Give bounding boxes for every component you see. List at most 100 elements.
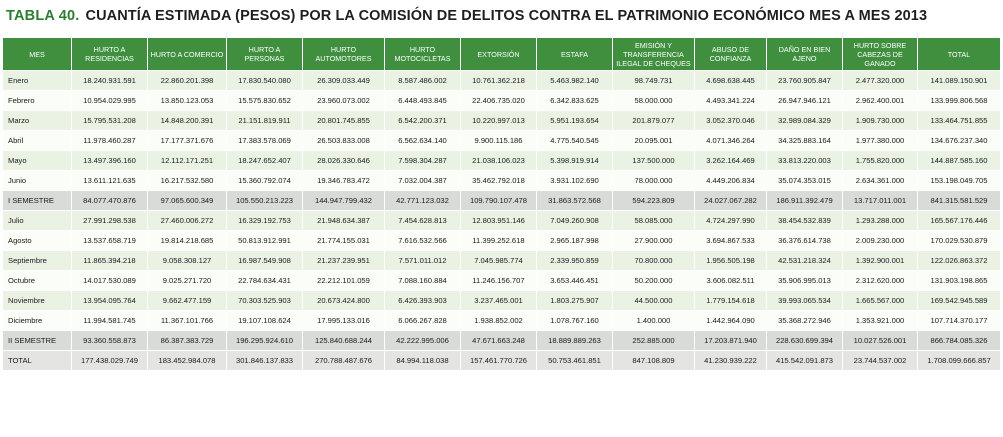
table-cell: 186.911.392.479 [766,190,843,211]
row-label: Agosto [2,230,72,251]
table-cell: 6.542.200.371 [384,110,461,131]
table-cell: 18.247.652.407 [226,150,303,171]
table-cell: 78.000.000 [612,170,695,191]
table-cell: 183.452.984.078 [147,350,227,371]
table-row: Agosto 13.537.658.719 19.814.218.685 50.813… [2,230,1001,251]
table-cell: 4.071.346.264 [694,130,767,151]
table-cell: 50.813.912.991 [226,230,303,251]
table-cell: 3.653.446.451 [536,270,613,291]
table-cell: 15.575.830.652 [226,90,303,111]
table-cell: 7.454.628.813 [384,210,461,231]
table-cell: 133.999.806.568 [917,90,1001,111]
row-label: Julio [2,210,72,231]
table-cell: 35.368.272.946 [766,310,843,331]
table-cell: 1.353.921.000 [842,310,918,331]
table-cell: 153.198.049.705 [917,170,1001,191]
table-cell: 9.900.115.186 [460,130,537,151]
table-cell: 44.500.000 [612,290,695,311]
table-cell: 22.860.201.398 [147,70,227,91]
header-cheques: EMISIÓN Y TRANSFERENCIA ILEGAL DE CHEQUE… [612,37,695,71]
table-cell: 7.616.532.566 [384,230,461,251]
header-dano-bien-ajeno: DAÑO EN BIEN AJENO [766,37,843,71]
table-row: Enero 18.240.931.591 22.860.201.398 17.830.… [2,70,1001,91]
table-cell: 32.989.084.329 [766,110,843,131]
table-cell: 58.000.000 [612,90,695,111]
table-cell: 50.200.000 [612,270,695,291]
table-cell: 13.537.658.719 [71,230,148,251]
table-cell: 4.775.540.545 [536,130,613,151]
table-cell: 2.965.187.998 [536,230,613,251]
table-cell: 11.994.581.745 [71,310,148,331]
table-cell: 1.803.275.907 [536,290,613,311]
row-label: I SEMESTRE [2,190,72,211]
table-cell: 12.803.951.146 [460,210,537,231]
table-cell: 7.049.260.908 [536,210,613,231]
table-cell: 35.074.353.015 [766,170,843,191]
row-label: Noviembre [2,290,72,311]
table-cell: 21.774.155.031 [302,230,385,251]
table-cell: 5.463.982.140 [536,70,613,91]
table-number: TABLA 40. [6,8,80,24]
row-label: Febrero [2,90,72,111]
table-cell: 9.025.271.720 [147,270,227,291]
table-title: TABLA 40. CUANTÍA ESTIMADA (PESOS) POR LA… [6,4,927,28]
header-estafa: ESTAFA [536,37,613,71]
table-cell: 35.462.792.018 [460,170,537,191]
table-cell: 3.931.102.690 [536,170,613,191]
table-cell: 141.089.150.901 [917,70,1001,91]
table-cell: 39.993.065.534 [766,290,843,311]
table-cell: 36.376.614.738 [766,230,843,251]
table-cell: 13.611.121.635 [71,170,148,191]
table-cell: 270.788.487.676 [302,350,385,371]
table-cell: 177.438.029.749 [71,350,148,371]
table-cell: 50.753.461.851 [536,350,613,371]
table-cell: 33.813.220.003 [766,150,843,171]
table-cell: 301.846.137.833 [226,350,303,371]
table-cell: 1.400.000 [612,310,695,331]
table-cell: 2.339.950.859 [536,250,613,271]
table-cell: 42.771.123.032 [384,190,461,211]
table-cell: 157.461.770.726 [460,350,537,371]
table-cell: 2.009.230.000 [842,230,918,251]
table-cell: 866.784.085.326 [917,330,1001,351]
table-cell: 125.840.688.244 [302,330,385,351]
table-cell: 93.360.558.873 [71,330,148,351]
table-cell: 252.885.000 [612,330,695,351]
subtotal-row: II SEMESTRE 93.360.558.873 86.387.383.729 1… [2,330,1001,351]
table-cell: 21.948.634.387 [302,210,385,231]
table-cell: 70.303.525.903 [226,290,303,311]
table-cell: 23.744.537.002 [842,350,918,371]
table-cell: 1.977.380.000 [842,130,918,151]
table-cell: 847.108.809 [612,350,695,371]
table-cell: 15.795.531.208 [71,110,148,131]
table-cell: 10.954.029.995 [71,90,148,111]
table-cell: 6.448.493.845 [384,90,461,111]
table-cell: 16.217.532.580 [147,170,227,191]
table-cell: 14.848.200.391 [147,110,227,131]
table-row: Diciembre 11.994.581.745 11.367.101.766 19.… [2,310,1001,331]
row-label: Septiembre [2,250,72,271]
subtotal-row: I SEMESTRE 84.077.470.876 97.065.600.349 10… [2,190,1001,211]
table-cell: 17.995.133.016 [302,310,385,331]
table-body: Enero 18.240.931.591 22.860.201.398 17.830.… [2,70,1001,371]
table-cell: 1.708.099.666.857 [917,350,1001,371]
table-cell: 13.497.396.160 [71,150,148,171]
table-cell: 10.220.997.013 [460,110,537,131]
table-cell: 19.814.218.685 [147,230,227,251]
table-cell: 2.312.620.000 [842,270,918,291]
table-row: Junio 13.611.121.635 16.217.532.580 15.360.… [2,170,1001,191]
table-row: Noviembre 13.954.095.764 9.662.477.159 70.3… [2,290,1001,311]
table-row: Febrero 10.954.029.995 13.850.123.053 15.57… [2,90,1001,111]
table-cell: 47.671.663.248 [460,330,537,351]
table-cell: 23.960.073.002 [302,90,385,111]
table-cell: 3.262.164.469 [694,150,767,171]
table-cell: 22.784.634.431 [226,270,303,291]
table-cell: 28.026.330.646 [302,150,385,171]
table-cell: 97.065.600.349 [147,190,227,211]
table-cell: 23.760.905.847 [766,70,843,91]
table-cell: 14.017.530.089 [71,270,148,291]
table-cell: 15.360.792.074 [226,170,303,191]
table-cell: 27.991.298.538 [71,210,148,231]
header-hurto-ganado: HURTO SOBRE CABEZAS DE GANADO [842,37,918,71]
table-cell: 26.309.033.449 [302,70,385,91]
